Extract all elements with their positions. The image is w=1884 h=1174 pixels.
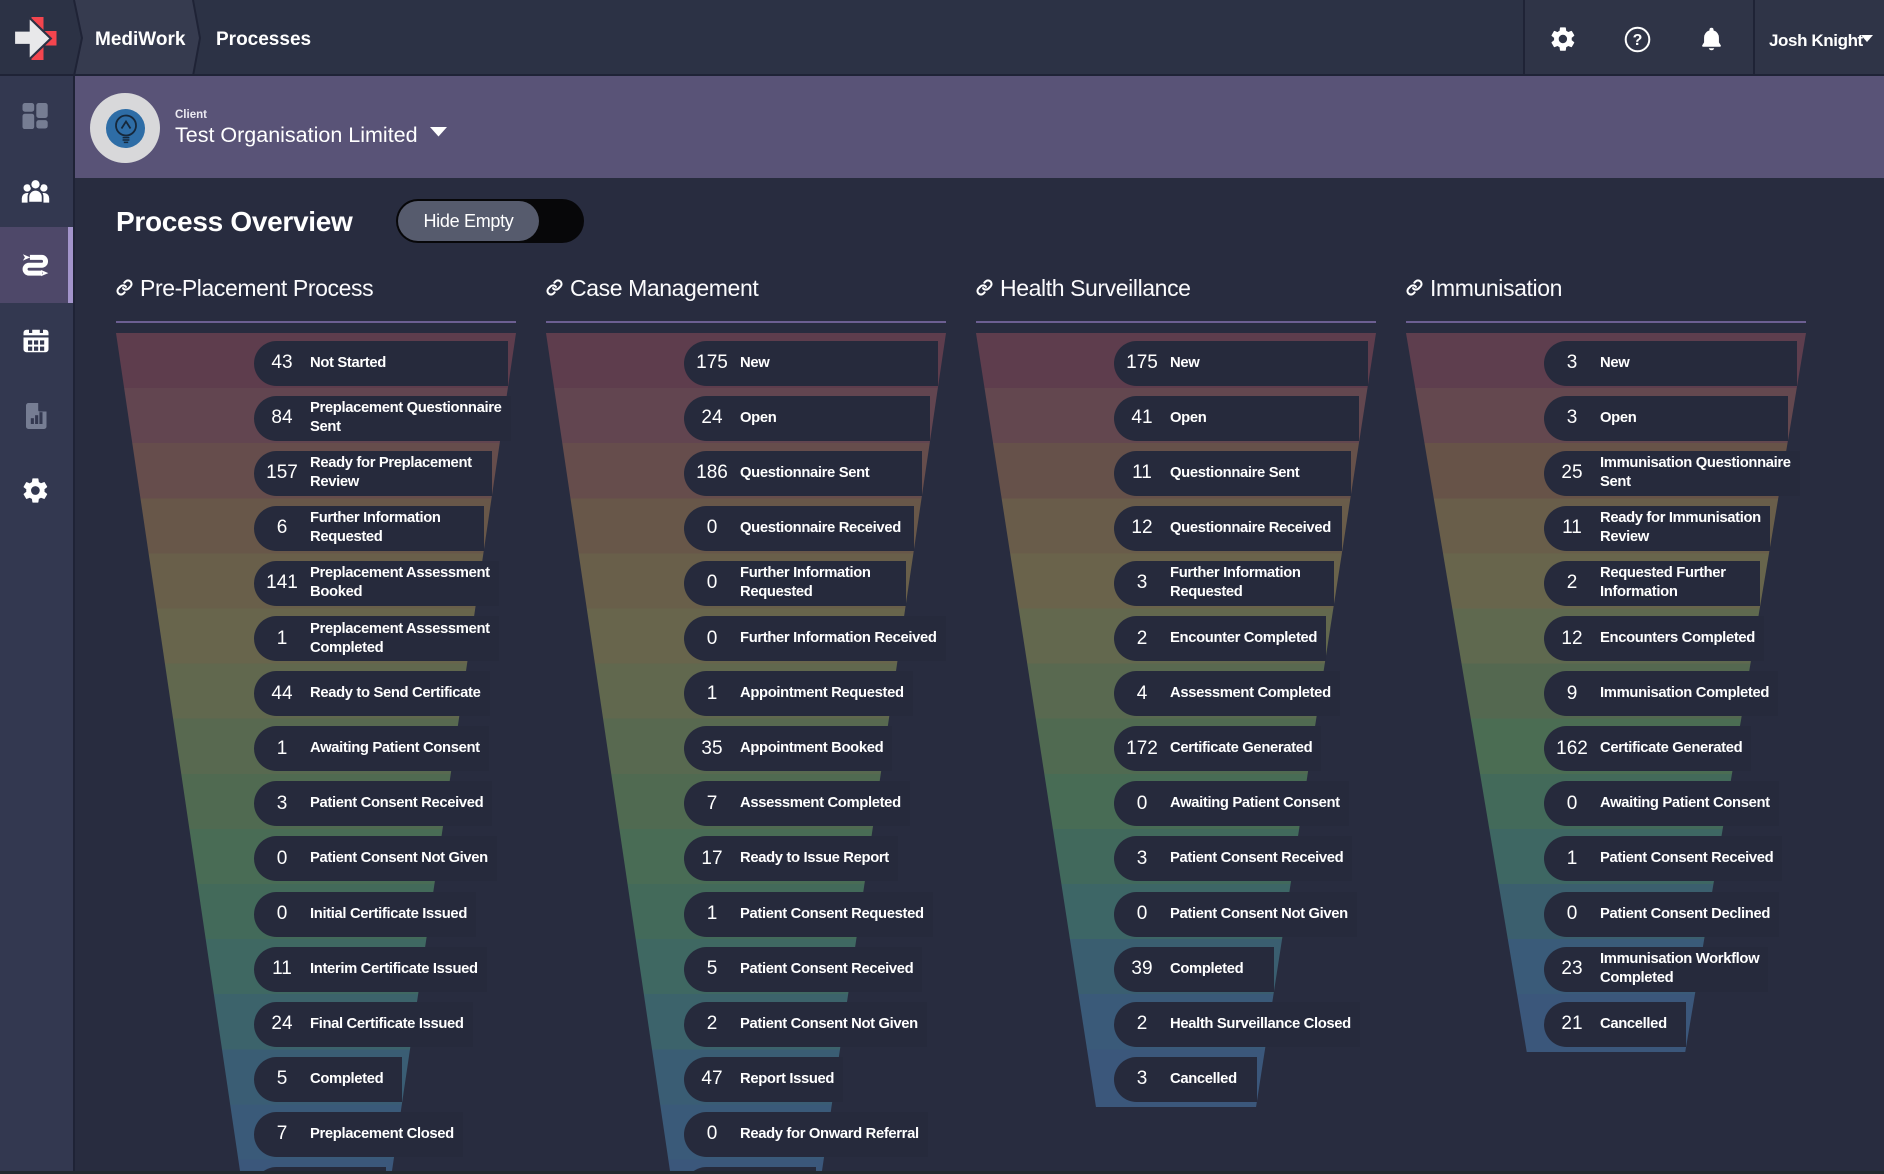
svg-text:?: ? bbox=[1633, 32, 1643, 49]
